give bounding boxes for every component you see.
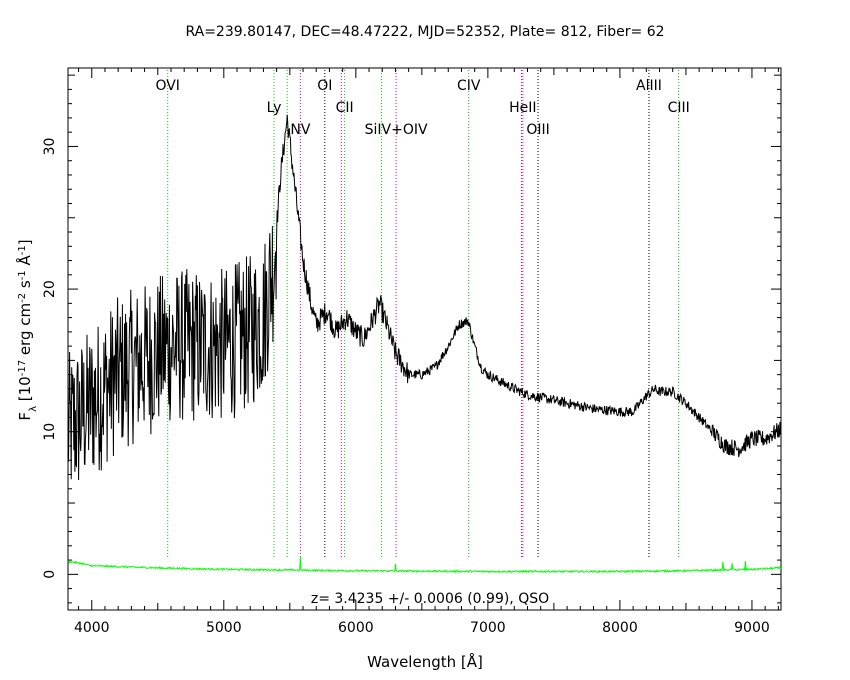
- flux-series: [67, 114, 782, 481]
- flux-line: [67, 114, 782, 481]
- x-tick-label: 4000: [74, 620, 110, 636]
- emission-line-label: SiIV+OIV: [365, 122, 428, 138]
- plot-frame: [67, 67, 782, 611]
- error-series: [67, 556, 782, 574]
- y-axis-label-part: -1: [17, 245, 28, 255]
- error-line: [67, 556, 782, 574]
- y-axis-label-part: -1: [17, 270, 28, 280]
- y-axis-label-part: Å: [15, 255, 34, 271]
- emission-line-label: CIV: [457, 78, 481, 94]
- y-tick-label: 10: [42, 423, 58, 441]
- y-axis-label-part: erg cm: [16, 303, 34, 360]
- y-axis-label-part: s: [16, 280, 34, 293]
- x-axis: 4000 5000 6000 7000 8000 9000: [74, 68, 779, 636]
- emission-line-label: CII: [336, 100, 354, 116]
- emission-line-label: HeII: [509, 100, 536, 116]
- y-axis: 0 10 20 30: [42, 74, 781, 604]
- y-tick-label: 30: [42, 138, 58, 156]
- y-tick-label: 0: [42, 570, 58, 579]
- emission-line-label: OVI: [155, 78, 179, 94]
- x-tick-label: 5000: [206, 620, 242, 636]
- emission-line-label: NV: [290, 122, 310, 138]
- x-tick-label: 9000: [734, 620, 770, 636]
- emission-line-label: OI: [317, 78, 332, 94]
- y-axis-label-part: -2: [17, 293, 28, 303]
- y-tick-label: 20: [42, 280, 58, 298]
- y-axis-label-part: ]: [16, 239, 34, 245]
- y-axis-label: Fλ [10-17 erg cm-2 s-1 Å-1]: [15, 239, 39, 420]
- emission-line-label: OIII: [526, 122, 549, 138]
- y-axis-label-part: F: [16, 412, 34, 421]
- y-axis-label-part: -17: [17, 360, 28, 376]
- x-axis-label: Wavelength [Å]: [367, 652, 483, 671]
- y-axis-label-part: [10: [16, 376, 34, 406]
- chart-title: RA=239.80147, DEC=48.47222, MJD=52352, P…: [185, 24, 664, 40]
- emission-line-label: Ly: [267, 100, 282, 116]
- x-tick-label: 6000: [338, 620, 374, 636]
- plot-border: [67, 67, 782, 611]
- emission-line-label: AlIII: [636, 78, 662, 94]
- x-tick-label: 7000: [470, 620, 506, 636]
- y-axis-label-part: λ: [28, 406, 39, 412]
- x-tick-label: 8000: [602, 620, 638, 636]
- emission-line-label: CIII: [668, 100, 690, 116]
- redshift-annotation: z= 3.4235 +/- 0.0006 (0.99), QSO: [311, 591, 549, 607]
